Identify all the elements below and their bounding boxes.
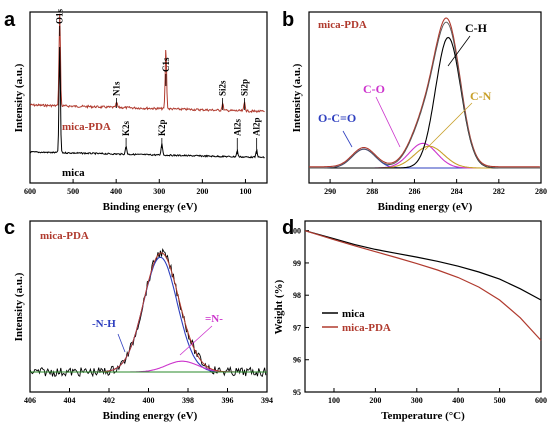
x-tick-label: 300 [153,187,165,196]
x-tick-label: 394 [261,396,273,405]
panel-c: c 406 404 402 400 398 396 394 Binding energy (… [4,217,273,422]
annotation-k2p: K2p [157,119,167,136]
x-tick-label: 286 [408,187,420,196]
legend-label-mica-pda: mica-PDA [62,121,111,133]
legend-label-mica: mica [62,167,85,179]
annotation-o1s: O1s [55,8,65,24]
x-tick-label: 282 [493,187,505,196]
panel-d-xlabel: Temperature (°C) [381,410,465,422]
fit-peak-o-c-o [309,148,540,169]
x-tick-label: 288 [366,187,378,196]
panel-a-frame [29,11,268,184]
panel-d: d 100 200 300 400 500 600 95 96 97 98 99 100 Temper… [273,217,547,422]
y-tick-label: 95 [293,388,301,397]
x-tick-label: 100 [328,396,340,405]
panel-c-ylabel: Intensity (a.u.) [13,272,25,341]
pointer-n-h [117,333,126,353]
x-tick-label: 396 [222,396,234,405]
series-line-mica-survey [29,46,265,159]
peak-label-c-h: C-H [465,21,488,35]
x-tick-label: 500 [67,187,79,196]
series-line-mica-pda-tga [304,230,542,341]
panel-c-fitted-peaks [29,247,267,378]
x-tick-label: 100 [239,187,251,196]
fit-peak-c-n [309,145,540,169]
pointer-c-o [375,96,401,148]
panel-d-ylabel: Weight (%) [273,279,285,334]
series-line-mica-pda-survey [29,13,265,114]
annotation-n1s: N1s [112,81,122,96]
peak-label-n-h: -N-H [92,318,116,330]
y-tick-label: 99 [293,259,301,268]
panel-c-title: mica-PDA [40,230,89,242]
x-tick-label: 400 [143,396,155,405]
panel-letter-c: c [4,217,15,239]
annotation-c1s: C1s [161,57,171,72]
panel-b-fitted-peaks [309,17,540,169]
panel-c-x-ticks: 406 404 402 400 398 396 394 [24,388,273,405]
panel-a-peak-annotations: O1s N1s C1s Si2s Si2p K2s K2p Al2s Al2p [55,8,262,154]
annotation-si2p: Si2p [240,79,250,96]
panel-a-xlabel: Binding energy (eV) [103,201,198,213]
annotation-al2p: Al2p [252,117,262,136]
x-tick-label: 200 [196,187,208,196]
raw-spectrum-c1s [309,17,540,168]
y-tick-label: 97 [293,323,301,332]
x-tick-label: 280 [535,187,547,196]
pointer-o-c-o [342,130,353,148]
pointer-c-h [447,35,471,67]
panel-d-frame [304,220,542,393]
series-line-mica-tga [304,230,542,301]
x-tick-label: 500 [494,396,506,405]
peak-label-c-o: C-O [363,82,385,96]
x-tick-label: 300 [411,396,423,405]
panel-letter-b: b [282,9,294,31]
panel-b: b 290 288 286 284 282 280 Binding energy (eV)… [282,9,547,213]
fit-envelope-c1s [309,21,540,169]
panel-c-frame [29,220,268,393]
panel-b-x-ticks: 290 288 286 284 282 280 [324,179,547,196]
peak-label-imine-n: =N- [205,313,223,325]
panel-letter-d: d [282,217,294,239]
panel-b-ylabel: Intensity (a.u.) [291,63,303,132]
x-tick-label: 406 [24,396,36,405]
panel-a: a 600 500 400 300 200 100 Binding energy (eV)… [4,8,268,213]
y-tick-label: 98 [293,291,301,300]
peak-label-c-n: C-N [470,89,492,103]
annotation-k2s: K2s [121,120,131,136]
raw-spectrum-n1s [29,247,267,378]
x-tick-label: 600 [24,187,36,196]
annotation-si2s: Si2s [218,80,228,96]
x-tick-label: 400 [110,187,122,196]
panel-b-xlabel: Binding energy (eV) [378,201,473,213]
panel-d-ticks: 100 200 300 400 500 600 95 96 97 98 99 100 [289,227,547,405]
panel-c-xlabel: Binding energy (eV) [103,410,198,422]
x-tick-label: 600 [535,396,547,405]
annotation-al2s: Al2s [232,119,242,137]
x-tick-label: 200 [369,396,381,405]
x-tick-label: 284 [451,187,463,196]
pointer-imine-n [179,325,213,356]
x-tick-label: 290 [324,187,336,196]
legend-label-tga-mica: mica [342,308,365,320]
fit-peak-n-h [30,256,266,373]
legend-label-tga-mica-pda: mica-PDA [342,322,391,334]
panel-a-x-ticks: 600 500 400 300 200 100 [24,179,251,196]
x-tick-label: 400 [452,396,464,405]
peak-label-o-c-o: O-C=O [318,111,356,125]
y-tick-label: 100 [289,227,301,236]
panel-a-ylabel: Intensity (a.u.) [13,63,25,132]
y-tick-label: 96 [293,356,301,365]
x-tick-label: 404 [64,396,76,405]
panel-b-frame [308,11,542,184]
panel-letter-a: a [4,9,16,31]
x-tick-label: 398 [182,396,194,405]
x-tick-label: 402 [103,396,115,405]
fit-envelope-n1s [30,252,266,373]
pointer-c-n [424,102,473,151]
panel-b-title: mica-PDA [318,19,367,31]
fit-peak-c-h [309,36,540,169]
